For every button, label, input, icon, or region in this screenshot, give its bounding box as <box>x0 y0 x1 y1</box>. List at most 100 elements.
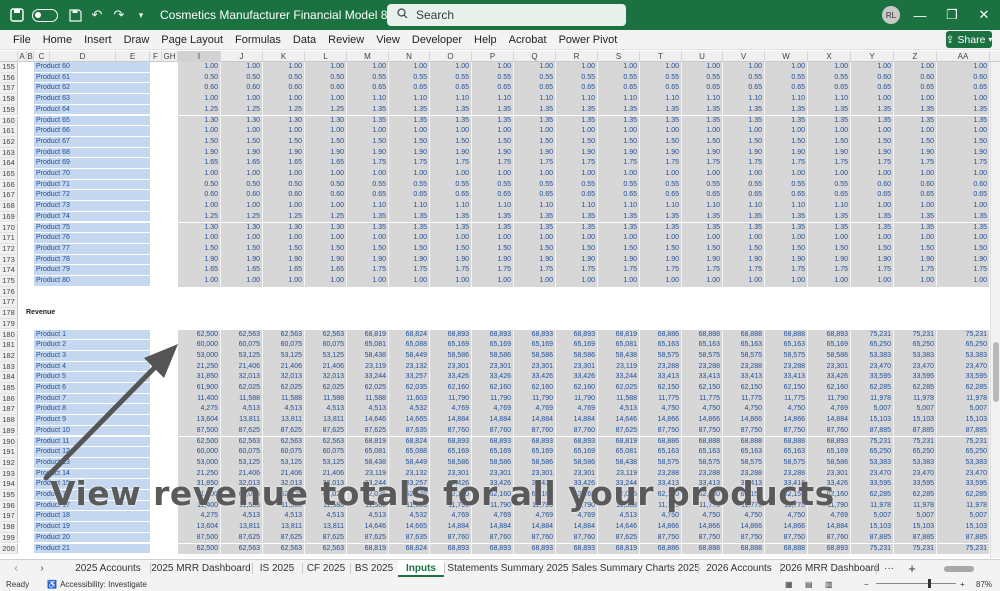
value-cell[interactable]: 0.55 <box>514 179 556 191</box>
value-cell[interactable]: 1.50 <box>765 136 808 148</box>
value-cell[interactable]: 1.00 <box>682 62 723 73</box>
value-cell[interactable]: 14,884 <box>514 415 556 426</box>
value-cell[interactable]: 0.55 <box>556 179 598 191</box>
product-label[interactable]: Product 13 <box>34 457 150 469</box>
row-header[interactable]: 191 <box>0 447 18 458</box>
value-cell[interactable]: 1.00 <box>765 233 808 244</box>
value-cell[interactable]: 11,603 <box>389 500 430 512</box>
value-cell[interactable]: 68,888 <box>765 329 808 341</box>
value-cell[interactable]: 1.50 <box>221 243 263 255</box>
product-label[interactable]: Product 5 <box>34 372 150 383</box>
value-cell[interactable]: 1.50 <box>598 136 640 148</box>
value-cell[interactable]: 33,426 <box>514 479 556 490</box>
value-cell[interactable]: 1.35 <box>723 104 765 116</box>
value-cell[interactable]: 1.50 <box>640 243 682 255</box>
value-cell[interactable]: 11,790 <box>430 393 472 405</box>
row-header[interactable]: 182 <box>0 350 18 362</box>
value-cell[interactable]: 4,513 <box>263 404 305 416</box>
value-cell[interactable]: 1.00 <box>472 169 514 180</box>
value-cell[interactable]: 1.50 <box>894 136 937 148</box>
value-cell[interactable]: 1.35 <box>682 222 723 234</box>
value-cell[interactable]: 14,866 <box>640 415 682 426</box>
value-cell[interactable]: 1.75 <box>389 265 430 276</box>
value-cell[interactable]: 0.55 <box>430 72 472 84</box>
value-cell[interactable]: 58,438 <box>347 350 389 362</box>
value-cell[interactable]: 1.35 <box>937 211 990 223</box>
value-cell[interactable]: 62,025 <box>263 490 305 501</box>
value-cell[interactable]: 4,750 <box>723 404 765 416</box>
row-header[interactable]: 179 <box>0 318 18 330</box>
value-cell[interactable]: 1.75 <box>894 265 937 276</box>
value-cell[interactable]: 1.75 <box>682 265 723 276</box>
value-cell[interactable]: 11,588 <box>221 393 263 405</box>
value-cell[interactable]: 5,007 <box>851 511 894 523</box>
value-cell[interactable]: 65,250 <box>851 340 894 351</box>
column-header-c[interactable]: C <box>34 51 50 62</box>
value-cell[interactable]: 0.55 <box>389 179 430 191</box>
column-header-y[interactable]: Y <box>851 51 894 62</box>
value-cell[interactable]: 1.50 <box>765 243 808 255</box>
value-cell[interactable]: 32,013 <box>221 372 263 383</box>
value-cell[interactable]: 14,646 <box>347 415 389 426</box>
value-cell[interactable]: 1.00 <box>894 94 937 105</box>
value-cell[interactable]: 87,750 <box>682 425 723 437</box>
value-cell[interactable]: 87,760 <box>430 532 472 544</box>
value-cell[interactable]: 1.10 <box>682 201 723 212</box>
value-cell[interactable]: 1.00 <box>682 276 723 287</box>
row-header[interactable]: 200 <box>0 543 18 555</box>
menu-data[interactable]: Data <box>292 33 317 46</box>
value-cell[interactable]: 65,250 <box>894 340 937 351</box>
value-cell[interactable]: 32,013 <box>221 479 263 490</box>
value-cell[interactable]: 4,532 <box>389 511 430 523</box>
value-cell[interactable]: 68,824 <box>389 329 430 341</box>
value-cell[interactable]: 65,169 <box>430 340 472 351</box>
value-cell[interactable]: 1.00 <box>221 62 263 73</box>
value-cell[interactable]: 23,301 <box>514 468 556 480</box>
menu-draw[interactable]: Draw <box>123 33 150 46</box>
row-header[interactable]: 180 <box>0 329 18 341</box>
value-cell[interactable]: 0.55 <box>598 72 640 84</box>
value-cell[interactable]: 1.35 <box>937 222 990 234</box>
value-cell[interactable]: 1.35 <box>851 115 894 127</box>
redo-icon[interactable]: ↷ <box>113 7 125 22</box>
value-cell[interactable]: 1.00 <box>263 94 305 105</box>
value-cell[interactable]: 1.25 <box>263 211 305 223</box>
column-header-a[interactable]: A <box>18 51 27 62</box>
value-cell[interactable]: 53,383 <box>937 457 990 469</box>
value-cell[interactable]: 62,563 <box>263 329 305 341</box>
value-cell[interactable]: 65,250 <box>894 447 937 458</box>
menu-home[interactable]: Home <box>42 33 73 46</box>
product-label[interactable]: Product 4 <box>34 361 150 373</box>
value-cell[interactable]: 33,257 <box>389 372 430 383</box>
value-cell[interactable]: 1.10 <box>347 94 389 105</box>
value-cell[interactable]: 87,885 <box>851 532 894 544</box>
value-cell[interactable]: 23,470 <box>894 361 937 373</box>
value-cell[interactable]: 1.00 <box>851 169 894 180</box>
value-cell[interactable]: 4,769 <box>808 511 851 523</box>
value-cell[interactable]: 1.00 <box>514 62 556 73</box>
accessibility-status[interactable]: Accessibility: Investigate <box>60 579 147 589</box>
product-label[interactable]: Product 7 <box>34 393 150 405</box>
value-cell[interactable]: 11,775 <box>723 500 765 512</box>
value-cell[interactable]: 31,850 <box>178 372 221 383</box>
value-cell[interactable]: 58,575 <box>640 457 682 469</box>
value-cell[interactable]: 23,288 <box>723 468 765 480</box>
value-cell[interactable]: 11,790 <box>472 500 514 512</box>
value-cell[interactable]: 1.00 <box>221 201 263 212</box>
value-cell[interactable]: 1.90 <box>556 147 598 159</box>
row-header[interactable]: 158 <box>0 94 18 105</box>
value-cell[interactable]: 1.00 <box>389 126 430 137</box>
value-cell[interactable]: 62,160 <box>808 383 851 394</box>
value-cell[interactable]: 21,406 <box>221 361 263 373</box>
menu-help[interactable]: Help <box>474 33 497 46</box>
value-cell[interactable]: 1.00 <box>305 201 347 212</box>
value-cell[interactable]: 1.35 <box>430 104 472 116</box>
value-cell[interactable]: 11,588 <box>305 393 347 405</box>
value-cell[interactable]: 1.75 <box>723 158 765 169</box>
value-cell[interactable]: 1.35 <box>894 115 937 127</box>
scrollbar-thumb[interactable] <box>993 342 999 402</box>
value-cell[interactable]: 4,513 <box>305 511 347 523</box>
value-cell[interactable]: 58,575 <box>723 350 765 362</box>
value-cell[interactable]: 1.00 <box>808 169 851 180</box>
value-cell[interactable]: 1.75 <box>937 158 990 169</box>
